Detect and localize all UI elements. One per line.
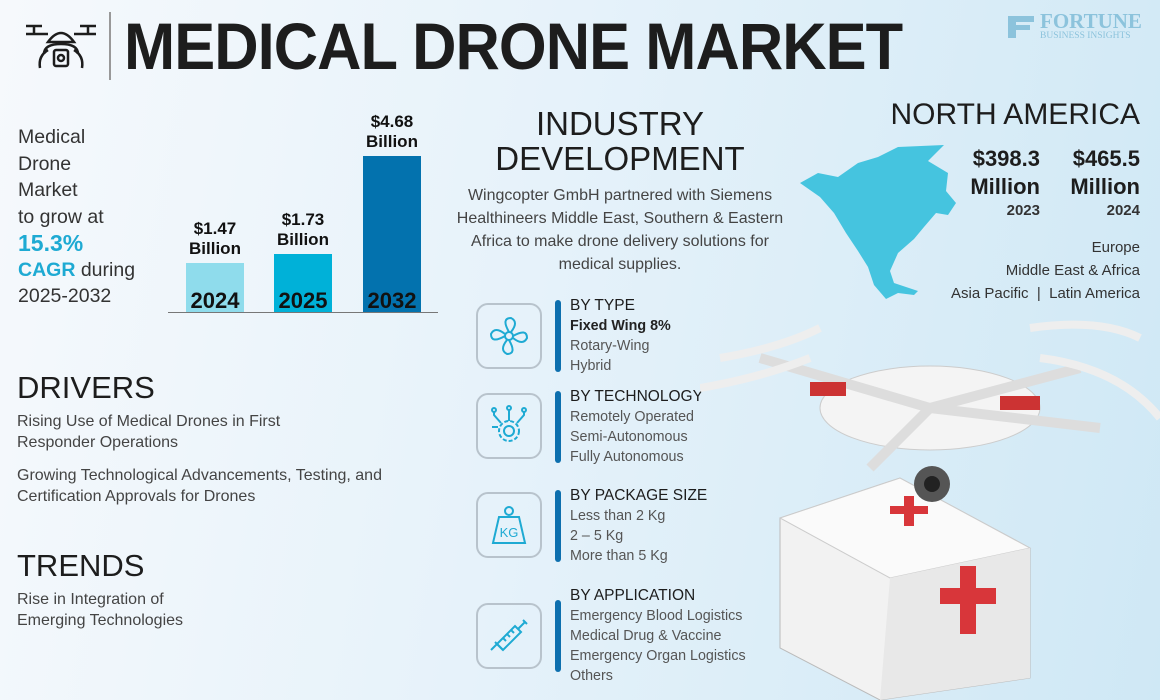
segment-item: Hybrid (570, 358, 612, 374)
market-size-bar-chart: $1.47 Billion 2024 $1.73 Billion 2025 $4.6… (168, 100, 438, 313)
intro-line: Drone (18, 152, 72, 175)
bar-data-label: $4.68 Billion (366, 112, 418, 151)
segment-item: Emergency Blood Logistics (570, 608, 743, 624)
bar-category-label: 2025 (278, 288, 328, 313)
forecast-period: 2025-2032 (18, 285, 112, 307)
segment-item: 2 – 5 Kg (570, 528, 624, 544)
region-apac-latam: Asia Pacific | Latin America (951, 285, 1140, 302)
segment-item: More than 5 Kg (570, 548, 668, 564)
segment-item: Rotary-Wing (570, 338, 650, 354)
segment-by-technology: BY TECHNOLOGY Remotely Operated Semi-Aut… (570, 387, 703, 467)
driver-item: Rising Use of Medical Drones in First Re… (17, 413, 281, 451)
cagr-label: CAGR (18, 258, 76, 281)
svg-text:KG: KG (500, 525, 519, 540)
segment-heading: BY PACKAGE SIZE (570, 487, 708, 504)
cagr-value: 15.3% (18, 230, 84, 256)
segment-by-package-size: BY PACKAGE SIZE Less than 2 Kg 2 – 5 Kg … (570, 486, 707, 566)
segment-by-type: BY TYPE Fixed Wing 8% Rotary-Wing Hybrid (570, 296, 671, 376)
region-title: NORTH AMERICA (890, 98, 1140, 131)
segment-accent-bar (555, 490, 561, 562)
industry-development-text: Wingcopter GmbH partnered with Siemens H… (456, 187, 784, 273)
market-growth-summary: Medical Drone Market to grow at 15.3% CA… (18, 124, 135, 310)
segment-item: Fully Autonomous (570, 449, 684, 465)
fortune-logo-icon (1008, 16, 1034, 38)
drivers-title: DRIVERS (17, 370, 155, 405)
bar-data-label: $1.73 Billion (277, 210, 329, 249)
logo-line2: BUSINESS INSIGHTS (1040, 31, 1131, 41)
syringe-icon (476, 603, 542, 669)
bar-2024: $1.47 Billion 2024 (186, 219, 244, 313)
medical-drone-illustration (700, 320, 1160, 700)
page-title: MEDICAL DRONE MARKET (124, 9, 903, 83)
other-regions: Europe Middle East & Africa Asia Pacific… (951, 236, 1140, 305)
segment-item: Emergency Organ Logistics (570, 648, 746, 664)
region-value-2024: $465.5 Million 2024 (1070, 146, 1140, 219)
intro-line: Medical (18, 126, 86, 148)
segment-item: Less than 2 Kg (570, 508, 666, 524)
region-europe: Europe (1091, 239, 1140, 256)
intro-line: Market (18, 179, 78, 201)
propeller-icon (476, 303, 542, 369)
segment-heading: BY APPLICATION (570, 587, 696, 604)
segment-accent-bar (555, 391, 561, 463)
intro-line: to grow at (18, 205, 104, 228)
intro-during: during (75, 258, 136, 281)
industry-development-title: INDUSTRY DEVELOPMENT (495, 105, 745, 177)
bar-category-label: 2032 (367, 288, 417, 313)
segment-heading: BY TYPE (570, 297, 635, 314)
bar-2032: $4.68 Billion 2032 (363, 112, 421, 313)
brand-logo: FORTUNE BUSINESS INSIGHTS (1006, 9, 1142, 42)
segment-item: Fixed Wing 8% (570, 318, 671, 334)
segment-item: Semi-Autonomous (570, 429, 688, 445)
segment-by-application: BY APPLICATION Emergency Blood Logistics… (570, 586, 746, 686)
segment-accent-bar (555, 300, 561, 372)
region-mea: Middle East & Africa (1005, 262, 1140, 279)
segment-accent-bar (555, 600, 561, 672)
bar-data-label: $1.47 Billion (189, 219, 241, 258)
bar-category-label: 2024 (190, 288, 240, 313)
title-divider (109, 12, 111, 80)
segment-item: Others (570, 668, 613, 684)
bar-2025: $1.73 Billion 2025 (274, 210, 332, 313)
driver-item: Growing Technological Advancements, Test… (17, 467, 382, 505)
region-value-2023: $398.3 Million 2023 (970, 146, 1040, 219)
segment-item: Medical Drug & Vaccine (570, 628, 722, 644)
drone-icon (26, 24, 96, 69)
trend-item: Rise in Integration of Emerging Technolo… (17, 591, 184, 629)
gear-circuit-icon (476, 393, 542, 459)
segment-heading: BY TECHNOLOGY (570, 388, 703, 405)
trends-title: TRENDS (17, 548, 145, 583)
segment-item: Remotely Operated (570, 409, 694, 425)
weight-kg-icon: KG (476, 492, 542, 558)
north-america-map-icon (800, 145, 956, 299)
logo-line1: FORTUNE (1040, 9, 1142, 33)
